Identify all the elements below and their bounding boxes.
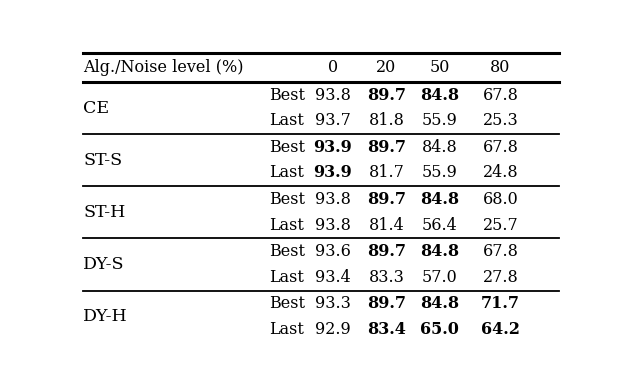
Text: 81.4: 81.4 (369, 217, 404, 234)
Text: 89.7: 89.7 (367, 243, 406, 260)
Text: 50: 50 (429, 59, 450, 76)
Text: Best: Best (269, 243, 305, 260)
Text: 84.8: 84.8 (422, 139, 458, 156)
Text: 25.7: 25.7 (483, 217, 518, 234)
Text: ST-H: ST-H (83, 204, 125, 221)
Text: 93.8: 93.8 (315, 191, 351, 208)
Text: 93.4: 93.4 (315, 269, 351, 286)
Text: 80: 80 (490, 59, 511, 76)
Text: 67.8: 67.8 (483, 139, 518, 156)
Text: Best: Best (269, 295, 305, 312)
Text: DY-H: DY-H (83, 308, 128, 325)
Text: 20: 20 (376, 59, 396, 76)
Text: Last: Last (269, 165, 304, 182)
Text: 84.8: 84.8 (420, 87, 459, 104)
Text: 25.3: 25.3 (483, 112, 518, 129)
Text: Best: Best (269, 139, 305, 156)
Text: ST-S: ST-S (83, 152, 122, 169)
Text: 84.8: 84.8 (420, 295, 459, 312)
Text: 93.9: 93.9 (314, 165, 352, 182)
Text: 56.4: 56.4 (422, 217, 458, 234)
Text: 89.7: 89.7 (367, 87, 406, 104)
Text: 0: 0 (328, 59, 338, 76)
Text: 93.3: 93.3 (315, 295, 351, 312)
Text: 81.7: 81.7 (368, 165, 404, 182)
Text: 93.9: 93.9 (314, 139, 352, 156)
Text: 81.8: 81.8 (368, 112, 404, 129)
Text: 55.9: 55.9 (422, 165, 458, 182)
Text: 84.8: 84.8 (420, 243, 459, 260)
Text: 55.9: 55.9 (422, 112, 458, 129)
Text: 24.8: 24.8 (483, 165, 518, 182)
Text: Best: Best (269, 87, 305, 104)
Text: DY-S: DY-S (83, 256, 125, 273)
Text: 93.7: 93.7 (315, 112, 351, 129)
Text: 57.0: 57.0 (422, 269, 458, 286)
Text: 93.8: 93.8 (315, 217, 351, 234)
Text: 89.7: 89.7 (367, 139, 406, 156)
Text: 92.9: 92.9 (315, 321, 351, 338)
Text: Last: Last (269, 269, 304, 286)
Text: 65.0: 65.0 (420, 321, 459, 338)
Text: 89.7: 89.7 (367, 191, 406, 208)
Text: 84.8: 84.8 (420, 191, 459, 208)
Text: 64.2: 64.2 (481, 321, 520, 338)
Text: 67.8: 67.8 (483, 87, 518, 104)
Text: 27.8: 27.8 (483, 269, 518, 286)
Text: 93.8: 93.8 (315, 87, 351, 104)
Text: 68.0: 68.0 (483, 191, 518, 208)
Text: 89.7: 89.7 (367, 295, 406, 312)
Text: Best: Best (269, 191, 305, 208)
Text: Alg./Noise level (%): Alg./Noise level (%) (83, 59, 244, 76)
Text: 83.3: 83.3 (368, 269, 404, 286)
Text: 71.7: 71.7 (481, 295, 520, 312)
Text: CE: CE (83, 100, 109, 117)
Text: 93.6: 93.6 (315, 243, 351, 260)
Text: Last: Last (269, 217, 304, 234)
Text: Last: Last (269, 112, 304, 129)
Text: 83.4: 83.4 (367, 321, 406, 338)
Text: Last: Last (269, 321, 304, 338)
Text: 67.8: 67.8 (483, 243, 518, 260)
